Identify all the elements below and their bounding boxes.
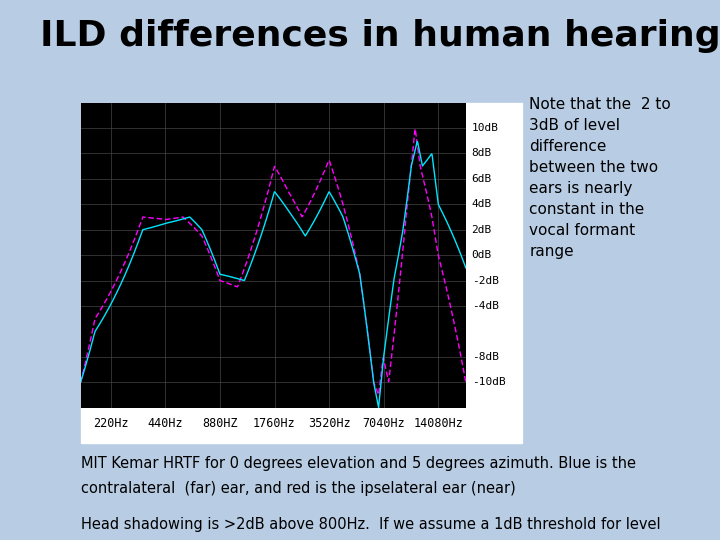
Text: contralateral  (far) ear, and red is the ipselateral ear (near): contralateral (far) ear, and red is the … [81,481,516,496]
Text: -2dB: -2dB [472,275,498,286]
Text: 4dB: 4dB [472,199,492,210]
Text: 880HZ: 880HZ [202,417,238,430]
Text: 440Hz: 440Hz [148,417,183,430]
Text: 10dB: 10dB [472,123,498,133]
Text: 7040Hz: 7040Hz [362,417,405,430]
Text: ILD differences in human hearing: ILD differences in human hearing [40,19,720,53]
Text: 1760Hz: 1760Hz [253,417,296,430]
Text: -8dB: -8dB [472,352,498,362]
Text: 8dB: 8dB [472,148,492,158]
Text: -10dB: -10dB [472,377,505,387]
Text: 0dB: 0dB [472,250,492,260]
Text: 6dB: 6dB [472,174,492,184]
Text: MIT Kemar HRTF for 0 degrees elevation and 5 degrees azimuth. Blue is the: MIT Kemar HRTF for 0 degrees elevation a… [81,456,636,471]
Text: 220Hz: 220Hz [93,417,129,430]
Text: 3520Hz: 3520Hz [307,417,351,430]
Text: 14080Hz: 14080Hz [413,417,463,430]
Bar [81,408,466,443]
Text: 2dB: 2dB [472,225,492,235]
Bar [466,103,522,443]
Text: Head shadowing is >2dB above 800Hz.  If we assume a 1dB threshold for level: Head shadowing is >2dB above 800Hz. If w… [81,517,660,532]
Text: Note that the  2 to
3dB of level
difference
between the two
ears is nearly
const: Note that the 2 to 3dB of level differen… [529,97,671,259]
Text: -4dB: -4dB [472,301,498,311]
